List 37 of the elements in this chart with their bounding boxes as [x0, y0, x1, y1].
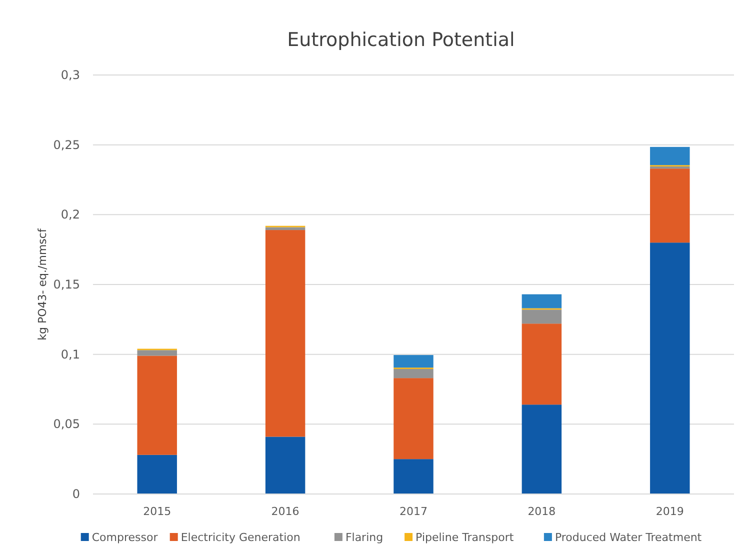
- bar: [394, 355, 434, 368]
- bar: [522, 294, 562, 308]
- legend-label: Electricity Generation: [180, 531, 300, 544]
- y-tick-label: 0,3: [60, 68, 80, 82]
- bar: [650, 242, 690, 494]
- bar: [522, 324, 562, 405]
- x-tick-label: 2019: [656, 505, 684, 518]
- y-tick-label: 0,25: [53, 138, 80, 152]
- x-tick-label: 2017: [400, 505, 428, 518]
- bar: [137, 454, 177, 494]
- y-tick-label: 0,1: [60, 347, 80, 362]
- bar: [265, 436, 306, 494]
- legend-label: Pipeline Transport: [416, 531, 514, 544]
- bar: [137, 356, 177, 455]
- chart-title: Eutrophication Potential: [287, 29, 515, 51]
- y-tick-label: 0,15: [53, 278, 80, 292]
- bar: [650, 166, 690, 169]
- legend-label: Compressor: [92, 531, 158, 544]
- bar: [265, 227, 306, 230]
- y-tick-label: 0: [72, 487, 80, 501]
- bar: [650, 168, 690, 243]
- legend-label: Flaring: [345, 531, 384, 544]
- legend-label: Produced Water Treatment: [554, 531, 702, 544]
- bar: [394, 369, 434, 378]
- y-tick-label: 0,2: [60, 208, 80, 222]
- x-tick-label: 2016: [271, 505, 300, 518]
- bar: [394, 378, 434, 460]
- bar: [522, 404, 562, 494]
- bar: [394, 459, 434, 494]
- bar: [265, 230, 306, 437]
- y-tick-label: 0,05: [53, 417, 80, 432]
- bar: [650, 146, 690, 166]
- bar: [522, 310, 562, 324]
- bar: [137, 350, 177, 356]
- x-tick-label: 2015: [143, 505, 172, 518]
- x-tick-label: 2018: [528, 505, 556, 518]
- y-axis-title: kg PO43- eq./mmscf: [36, 228, 49, 340]
